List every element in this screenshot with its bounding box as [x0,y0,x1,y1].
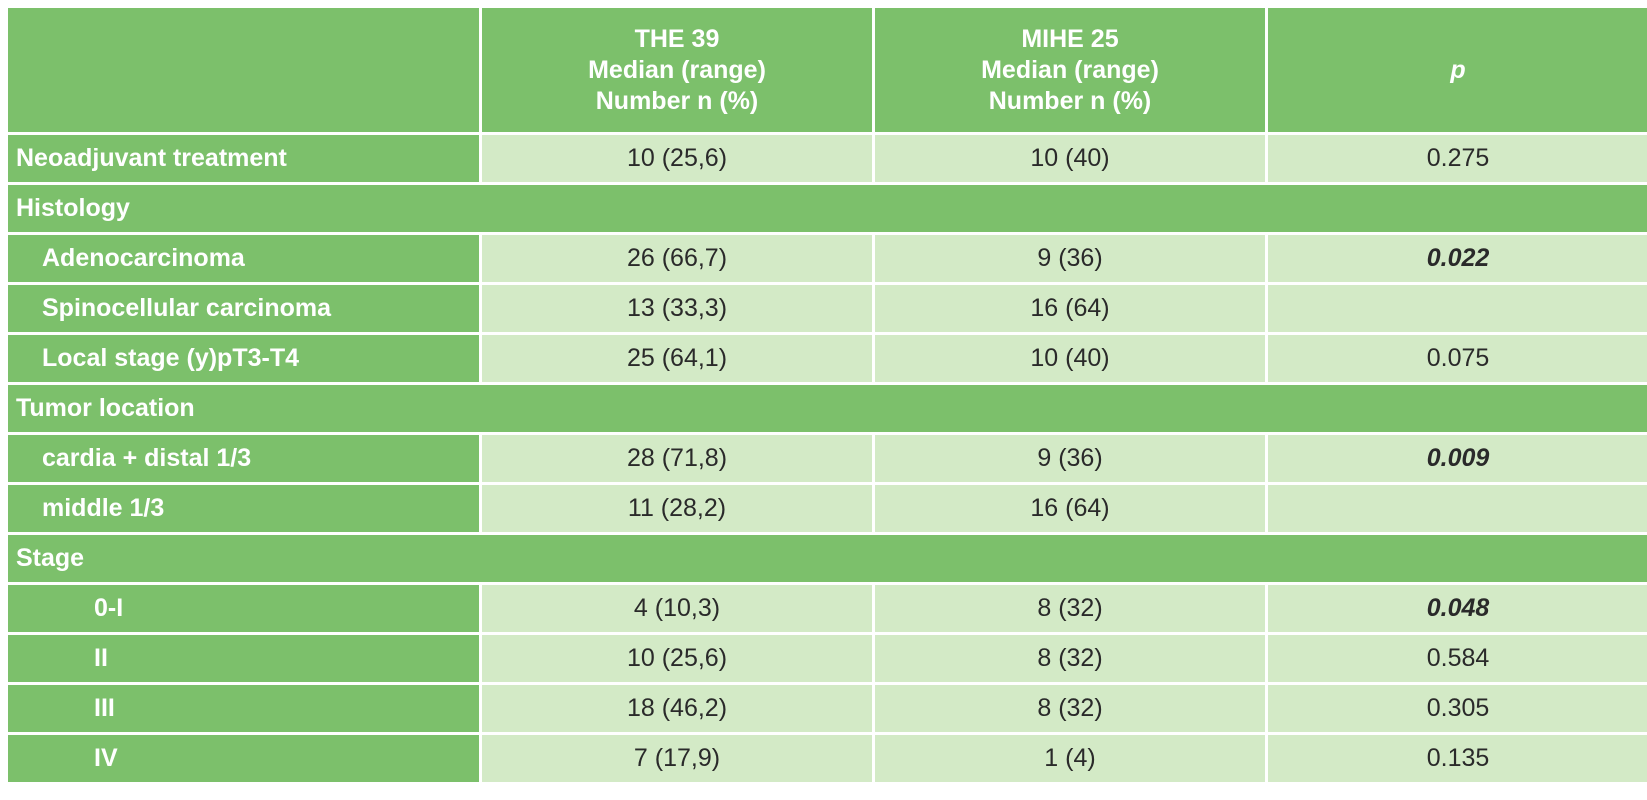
section-label: Stage [8,535,1647,582]
the-value-cell: 11 (28,2) [482,485,872,532]
mihe-value-cell: 9 (36) [875,435,1265,482]
header-line: Number n (%) [988,86,1152,115]
the-value-cell: 13 (33,3) [482,285,872,332]
mihe-value-cell: 9 (36) [875,235,1265,282]
row-label: Spinocellular carcinoma [8,285,479,332]
row-label: IV [8,735,479,782]
comparison-table: THE 39 Median (range) Number n (%) MIHE 25 M… [5,5,1647,785]
p-value-cell: 0.022 [1268,235,1647,282]
row-label: middle 1/3 [8,485,479,532]
p-value-cell: 0.305 [1268,685,1647,732]
table-row: Local stage (y)pT3-T4 25 (64,1) 10 (40) 0.0… [8,335,1647,382]
header-the-column: THE 39 Median (range) Number n (%) [482,8,872,132]
table-body: Neoadjuvant treatment 10 (25,6) 10 (40) 0.2… [8,135,1647,782]
header-line: THE 39 [634,24,720,53]
mihe-value-cell: 16 (64) [875,485,1265,532]
the-value-cell: 26 (66,7) [482,235,872,282]
mihe-value-cell: 10 (40) [875,335,1265,382]
the-value-cell: 4 (10,3) [482,585,872,632]
mihe-value-cell: 10 (40) [875,135,1265,182]
p-value-cell: 0.135 [1268,735,1647,782]
table-header-row: THE 39 Median (range) Number n (%) MIHE 25 M… [8,8,1647,132]
mihe-value-cell: 1 (4) [875,735,1265,782]
p-value-cell: 0.009 [1268,435,1647,482]
table-row: cardia + distal 1/3 28 (71,8) 9 (36) 0.009 [8,435,1647,482]
the-value-cell: 10 (25,6) [482,635,872,682]
row-label: Adenocarcinoma [8,235,479,282]
header-p-column: p [1268,8,1647,132]
p-value-cell: 0.584 [1268,635,1647,682]
table-row: III 18 (46,2) 8 (32) 0.305 [8,685,1647,732]
the-value-cell: 7 (17,9) [482,735,872,782]
p-value-cell [1268,285,1647,332]
header-label-column [8,8,479,132]
section-row: Stage [8,535,1647,582]
p-value-cell [1268,485,1647,532]
row-label: Neoadjuvant treatment [8,135,479,182]
table-row: middle 1/3 11 (28,2) 16 (64) [8,485,1647,532]
the-value-cell: 10 (25,6) [482,135,872,182]
the-value-cell: 25 (64,1) [482,335,872,382]
header-line: Median (range) [981,55,1159,84]
the-value-cell: 28 (71,8) [482,435,872,482]
mihe-value-cell: 8 (32) [875,685,1265,732]
section-row: Histology [8,185,1647,232]
header-line: Number n (%) [595,86,759,115]
header-line: Median (range) [588,55,766,84]
p-value-cell: 0.275 [1268,135,1647,182]
row-label: 0-I [8,585,479,632]
row-label: cardia + distal 1/3 [8,435,479,482]
row-label: II [8,635,479,682]
mihe-value-cell: 8 (32) [875,635,1265,682]
p-value-cell: 0.048 [1268,585,1647,632]
header-mihe-column: MIHE 25 Median (range) Number n (%) [875,8,1265,132]
table-row: Neoadjuvant treatment 10 (25,6) 10 (40) 0.2… [8,135,1647,182]
the-value-cell: 18 (46,2) [482,685,872,732]
header-line: p [1450,55,1466,84]
section-row: Tumor location [8,385,1647,432]
header-line: MIHE 25 [1021,24,1119,53]
table-row: Spinocellular carcinoma 13 (33,3) 16 (64) [8,285,1647,332]
mihe-value-cell: 8 (32) [875,585,1265,632]
mihe-value-cell: 16 (64) [875,285,1265,332]
table-row: II 10 (25,6) 8 (32) 0.584 [8,635,1647,682]
p-value-cell: 0.075 [1268,335,1647,382]
row-label: Local stage (y)pT3-T4 [8,335,479,382]
section-label: Histology [8,185,1647,232]
table-row: Adenocarcinoma 26 (66,7) 9 (36) 0.022 [8,235,1647,282]
section-label: Tumor location [8,385,1647,432]
table-row: 0-I 4 (10,3) 8 (32) 0.048 [8,585,1647,632]
table-row: IV 7 (17,9) 1 (4) 0.135 [8,735,1647,782]
row-label: III [8,685,479,732]
